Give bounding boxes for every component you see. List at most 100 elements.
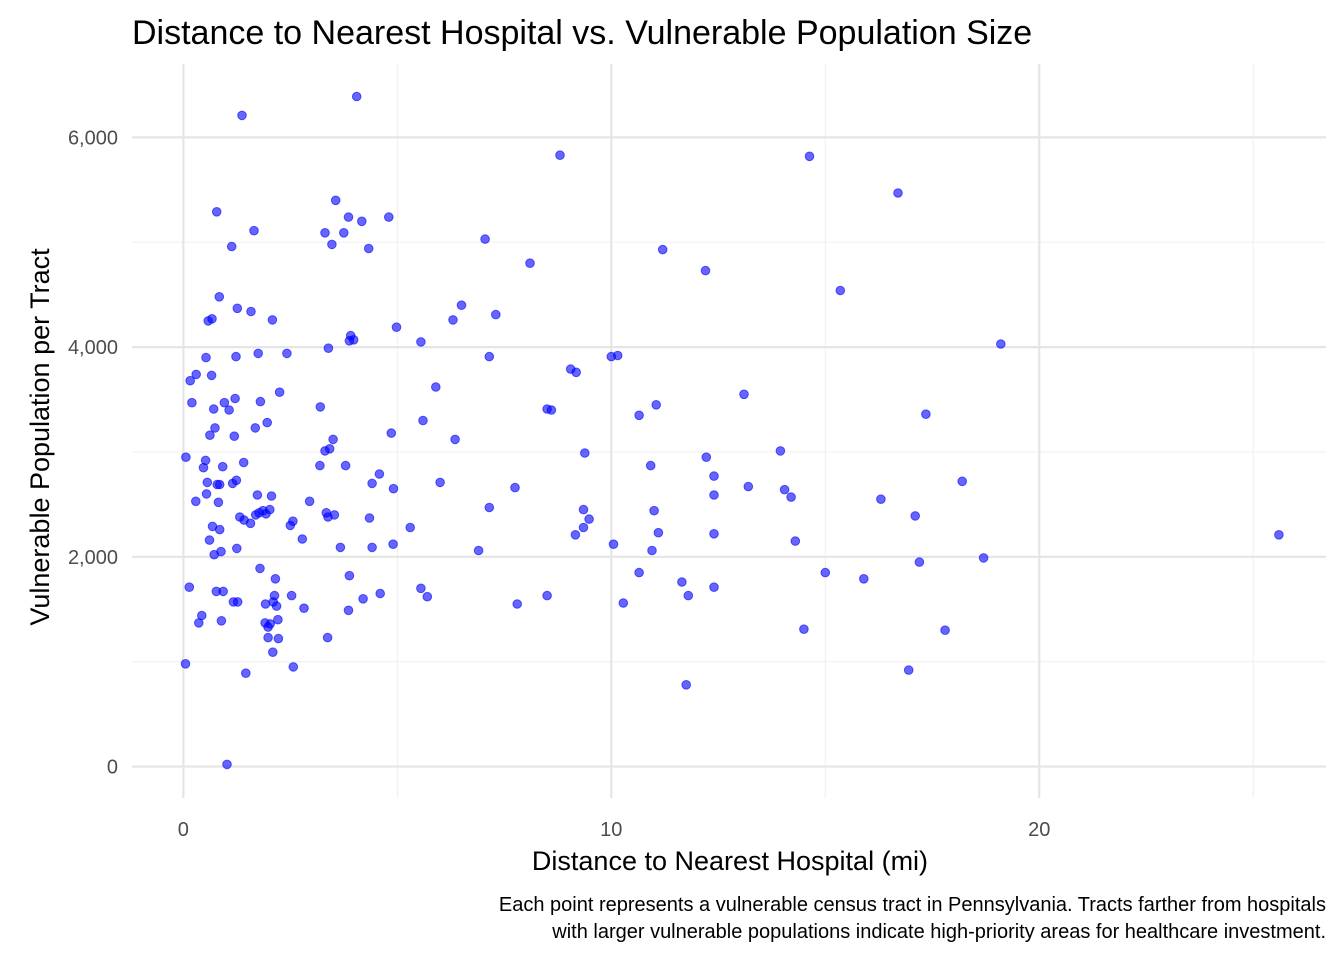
data-point: [260, 599, 271, 609]
data-point: [214, 479, 225, 490]
data-point: [274, 387, 285, 398]
data-point: [232, 543, 242, 554]
data-point: [335, 542, 346, 553]
data-point: [231, 351, 241, 362]
data-point: [480, 234, 490, 244]
data-point: [416, 583, 426, 594]
data-point: [431, 382, 441, 392]
data-point: [653, 527, 664, 538]
data-point: [222, 759, 232, 770]
data-point: [232, 597, 243, 607]
data-point: [790, 536, 801, 546]
data-point: [388, 483, 399, 494]
data-point: [241, 668, 251, 679]
data-point: [249, 225, 259, 236]
data-point: [484, 351, 495, 362]
data-point: [214, 292, 225, 302]
data-point: [246, 306, 256, 317]
data-point: [683, 590, 694, 601]
data-point: [584, 514, 594, 524]
data-point: [804, 151, 815, 162]
chart-caption-line-2: with larger vulnerable populations indic…: [551, 921, 1326, 943]
data-point: [187, 397, 197, 408]
data-point: [214, 524, 225, 535]
data-point: [820, 567, 831, 578]
data-point: [799, 624, 809, 635]
data-point: [940, 625, 950, 636]
data-point: [512, 599, 523, 609]
data-point: [608, 539, 619, 550]
data-point: [213, 497, 224, 508]
data-point: [340, 460, 351, 471]
data-point: [327, 239, 337, 250]
data-points: [180, 91, 1284, 770]
data-point: [739, 389, 749, 400]
data-point: [876, 494, 886, 505]
data-point: [634, 567, 644, 578]
data-point: [330, 195, 341, 206]
data-point: [210, 423, 220, 433]
data-point: [651, 400, 662, 410]
data-point: [180, 659, 191, 669]
data-point: [322, 632, 333, 643]
data-point: [647, 545, 657, 556]
data-point: [273, 614, 283, 625]
x-tick-label: 0: [178, 819, 189, 841]
data-point: [270, 574, 281, 584]
data-point: [207, 314, 217, 324]
data-point: [649, 505, 659, 516]
data-point: [657, 244, 668, 255]
data-point: [578, 522, 589, 533]
data-point: [202, 477, 213, 488]
data-point: [701, 452, 712, 463]
data-point: [709, 582, 719, 593]
data-point: [903, 665, 914, 675]
data-point: [709, 490, 719, 500]
data-point: [320, 446, 330, 456]
data-point: [250, 423, 261, 433]
data-point: [357, 216, 367, 227]
data-point: [218, 586, 228, 597]
data-point: [204, 535, 215, 545]
data-point: [232, 303, 243, 314]
data-point: [245, 518, 256, 529]
data-point: [273, 633, 284, 644]
data-point: [367, 542, 377, 553]
data-point: [343, 212, 354, 222]
data-point: [580, 448, 590, 458]
data-point: [262, 417, 273, 428]
data-point: [677, 577, 687, 587]
data-point: [253, 348, 264, 359]
data-point: [282, 348, 292, 359]
data-point: [224, 405, 234, 415]
data-point: [375, 588, 386, 599]
y-tick-label: 2,000: [68, 547, 118, 569]
data-point: [198, 462, 209, 473]
data-point: [546, 405, 557, 415]
data-point: [418, 415, 428, 426]
data-point: [996, 339, 1006, 349]
data-point: [634, 410, 644, 421]
data-point: [456, 300, 467, 311]
data-point: [184, 582, 195, 593]
data-point: [578, 504, 589, 515]
x-tick-label: 20: [1028, 819, 1050, 841]
y-tick-label: 6,000: [68, 127, 118, 149]
grid-lines: [132, 64, 1326, 798]
data-point: [542, 590, 552, 601]
data-point: [191, 369, 201, 380]
x-tick-label: 10: [600, 819, 622, 841]
data-point: [206, 370, 217, 381]
data-point: [230, 393, 240, 404]
data-point: [1274, 530, 1284, 540]
data-point: [201, 352, 211, 363]
data-point: [351, 91, 362, 102]
data-point: [304, 496, 315, 507]
data-point: [271, 601, 282, 611]
data-point: [288, 662, 299, 672]
data-point: [238, 457, 249, 468]
data-point: [297, 534, 308, 544]
data-point: [388, 539, 398, 550]
data-point: [571, 367, 582, 378]
data-point: [315, 460, 325, 471]
